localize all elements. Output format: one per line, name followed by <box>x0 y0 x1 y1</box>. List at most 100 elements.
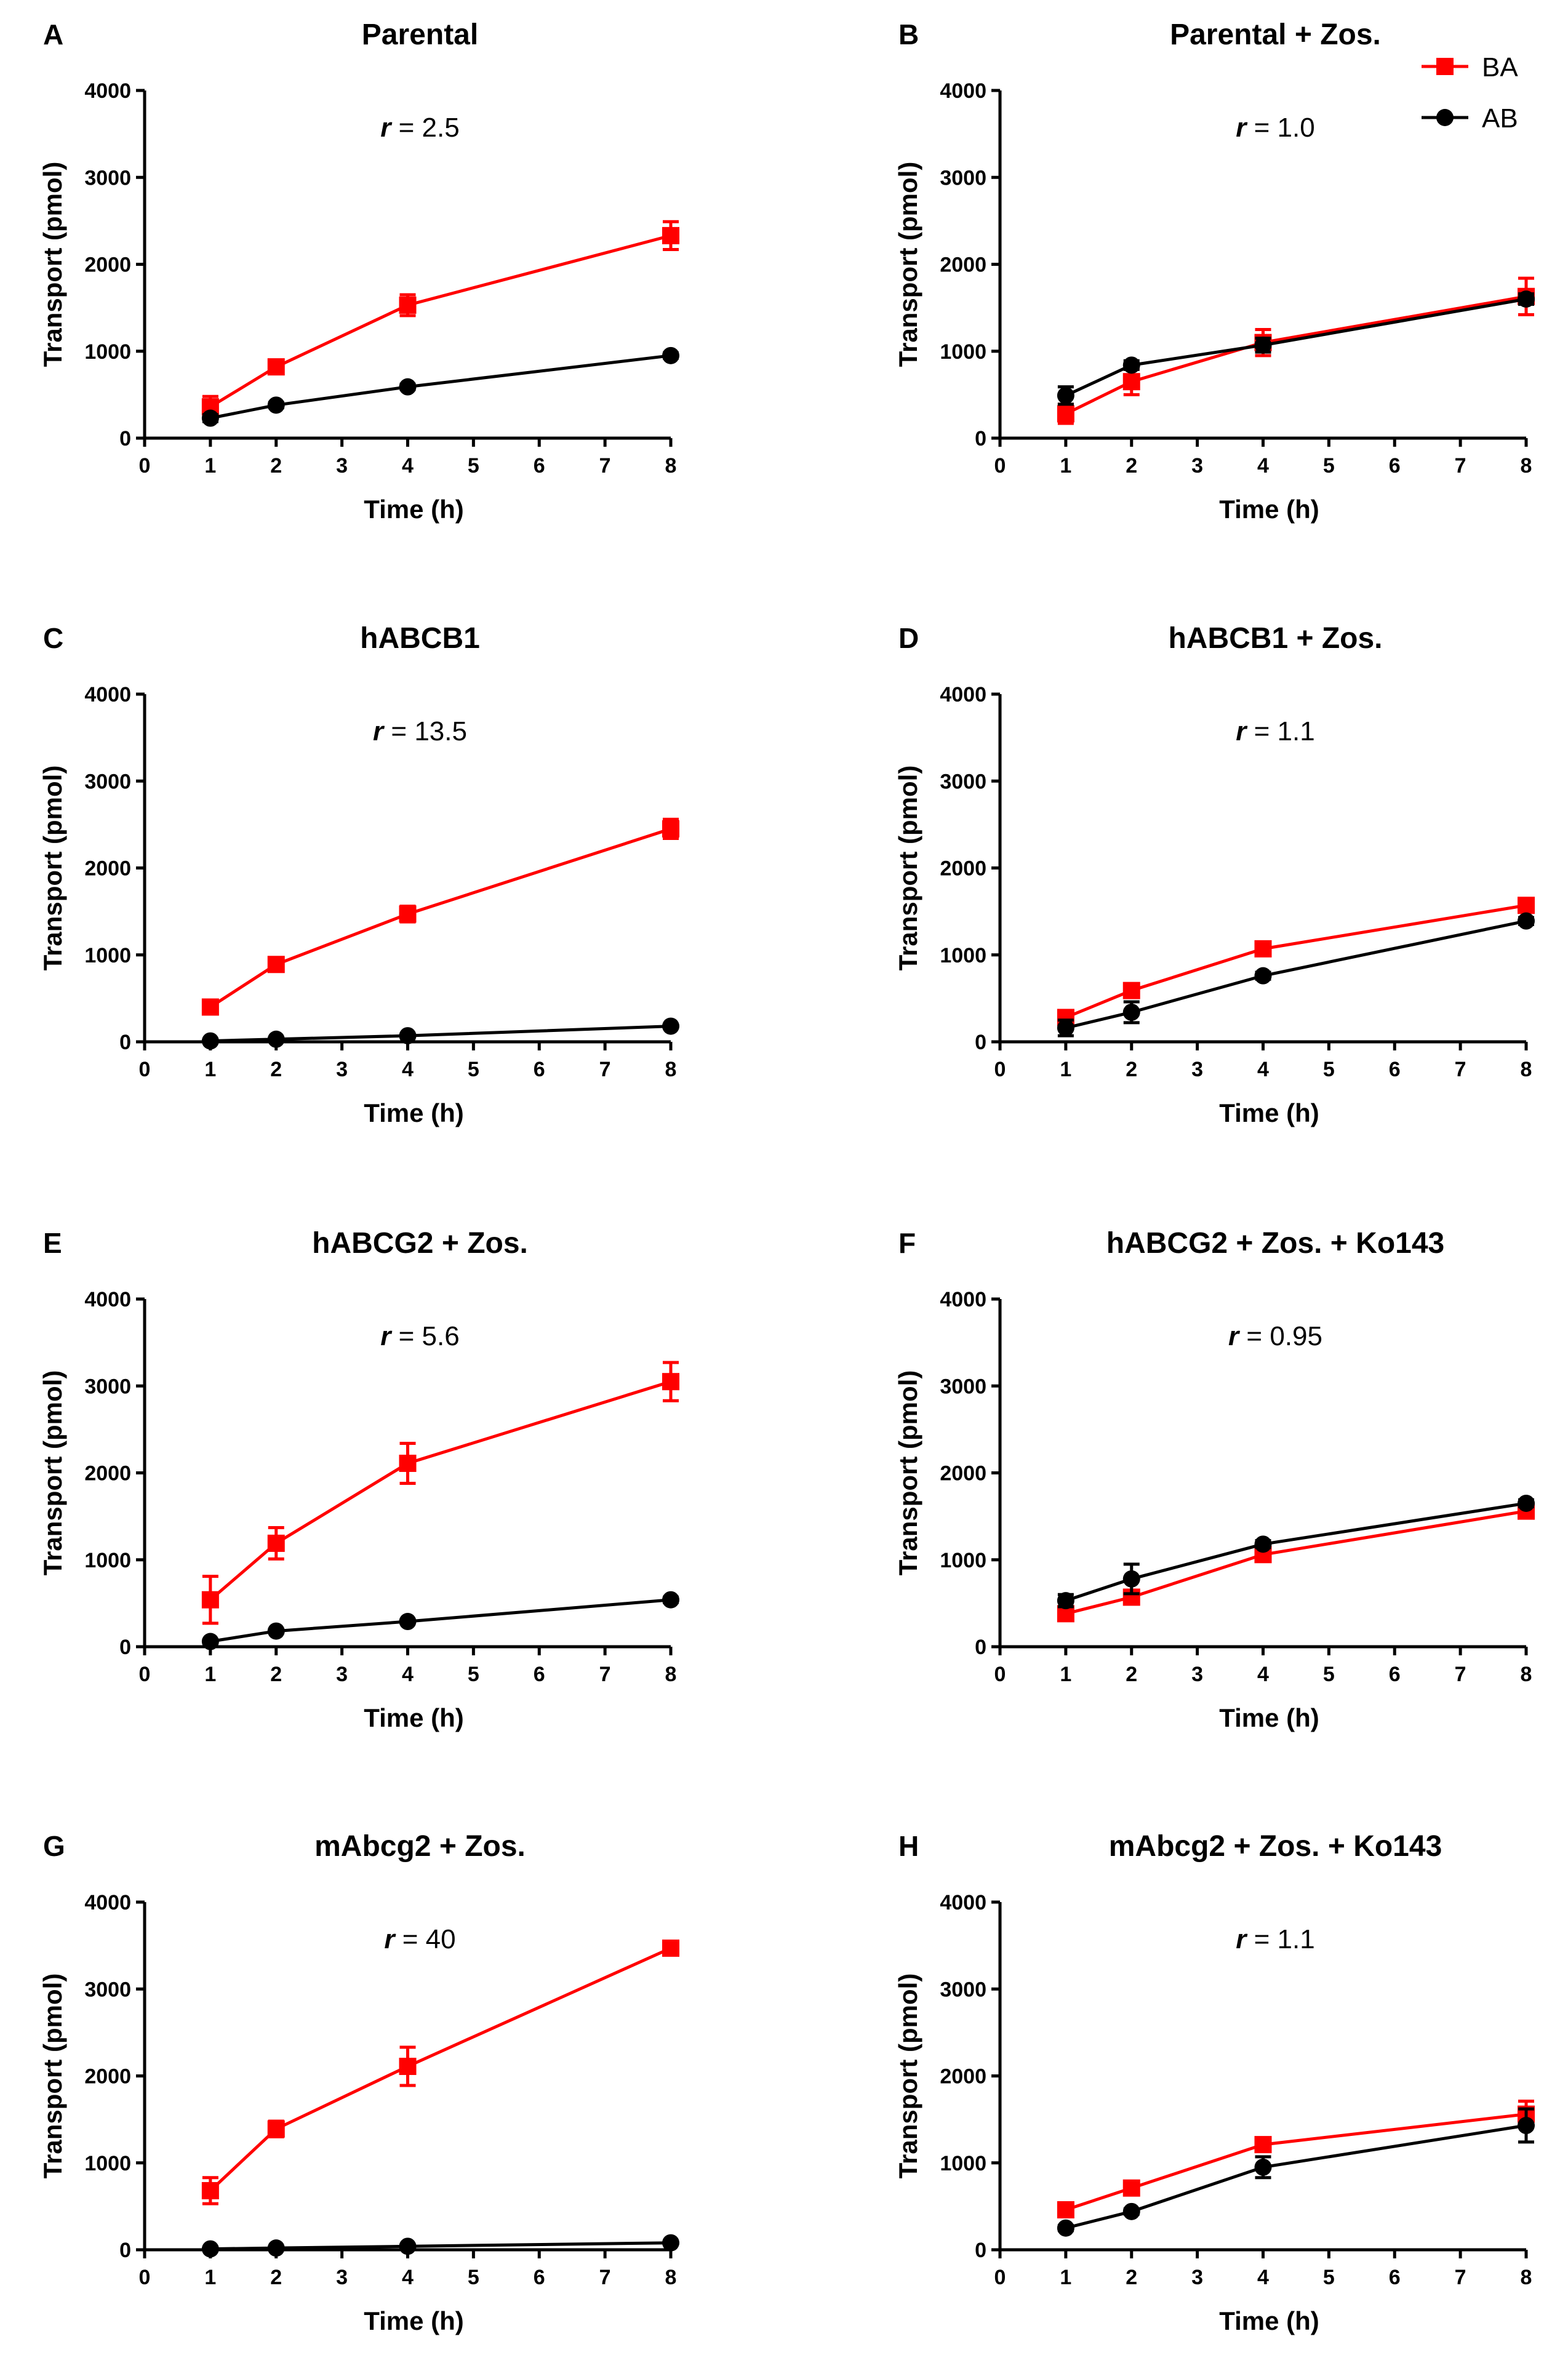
data-point-circle <box>399 2237 417 2255</box>
panel-letter: C <box>43 622 63 654</box>
x-tick-label: 6 <box>534 454 545 478</box>
y-axis-label: Transport (pmol) <box>38 1370 67 1576</box>
legend: BA AB <box>1422 52 1518 134</box>
data-point-circle <box>1254 967 1272 985</box>
data-point-circle <box>1254 1535 1272 1553</box>
data-point-circle <box>662 1017 679 1035</box>
x-tick-label: 3 <box>336 1058 348 1081</box>
ratio-value: = 1.0 <box>1246 113 1314 143</box>
data-point-square <box>1122 373 1140 391</box>
x-tick-label: 0 <box>994 1663 1006 1686</box>
x-tick-label: 3 <box>1191 2266 1203 2289</box>
x-axis-label: Time (h) <box>1219 2306 1319 2335</box>
data-point-square <box>267 956 285 974</box>
x-tick-label: 2 <box>270 2266 282 2289</box>
data-point-circle <box>1057 1592 1074 1610</box>
ratio-value: = 13.5 <box>383 716 467 746</box>
y-tick-label: 0 <box>119 427 131 450</box>
x-tick-label: 0 <box>994 1058 1006 1081</box>
legend-marker-square <box>1436 58 1454 75</box>
series-ba <box>201 1939 679 2205</box>
data-point-circle <box>1057 386 1074 404</box>
x-tick-label: 7 <box>1455 1058 1466 1081</box>
x-tick-label: 7 <box>599 1058 611 1081</box>
x-tick-label: 1 <box>1060 2266 1071 2289</box>
data-point-square <box>399 2057 417 2075</box>
ratio-symbol: r <box>1236 113 1248 143</box>
x-tick-label: 8 <box>1521 454 1532 478</box>
series-ab-line <box>1065 1501 1527 1602</box>
x-tick-label: 7 <box>599 2266 611 2289</box>
x-tick-label: 5 <box>468 2266 479 2289</box>
panel-title: hABCG2 + Zos. <box>312 1227 528 1260</box>
series-ab <box>1057 1494 1535 1610</box>
x-tick-label: 1 <box>204 454 216 478</box>
data-point-circle <box>1057 2219 1074 2237</box>
data-point-circle <box>1122 356 1140 374</box>
data-point-square <box>399 296 417 314</box>
data-point-circle <box>1518 1494 1535 1512</box>
x-tick-label: 2 <box>270 1663 282 1686</box>
data-point-square <box>1254 940 1272 958</box>
ratio-value: = 40 <box>395 1924 456 1954</box>
data-point-circle <box>1518 912 1535 930</box>
y-tick-label: 4000 <box>84 1891 131 1914</box>
x-tick-label: 1 <box>204 1663 216 1686</box>
x-tick-label: 3 <box>1191 1663 1203 1686</box>
x-tick-label: 2 <box>1126 2266 1137 2289</box>
y-tick-label: 4000 <box>940 79 986 103</box>
x-tick-label: 0 <box>139 1663 151 1686</box>
x-axis-label: Time (h) <box>364 1098 464 1127</box>
ratio-value: = 1.1 <box>1246 1924 1314 1954</box>
x-tick-label: 5 <box>1323 454 1335 478</box>
y-tick-label: 0 <box>975 1031 986 1054</box>
x-tick-label: 1 <box>1060 454 1071 478</box>
data-point-square <box>201 998 219 1016</box>
x-tick-label: 8 <box>1521 2266 1532 2289</box>
y-tick-label: 1000 <box>940 1549 986 1572</box>
x-axis-label: Time (h) <box>1219 495 1319 524</box>
x-tick-label: 3 <box>336 454 348 478</box>
x-tick-label: 4 <box>402 1663 414 1686</box>
data-point-circle <box>201 409 219 427</box>
data-point-circle <box>1254 336 1272 354</box>
x-axis-label: Time (h) <box>1219 1703 1319 1732</box>
y-tick-label: 1000 <box>940 340 986 364</box>
y-tick-label: 1000 <box>84 1549 131 1572</box>
panel-title: mAbcg2 + Zos. <box>314 1830 526 1863</box>
series-ab <box>1057 2107 1535 2237</box>
series-ba <box>1057 2099 1535 2219</box>
data-point-square <box>662 1939 679 1957</box>
data-point-circle <box>399 1027 417 1045</box>
x-axis-label: Time (h) <box>364 2306 464 2335</box>
x-tick-label: 3 <box>336 1663 348 1686</box>
data-point-circle <box>267 2239 285 2257</box>
x-tick-label: 7 <box>1455 1663 1466 1686</box>
y-axis-label: Transport (pmol) <box>894 766 922 971</box>
x-tick-label: 5 <box>1323 1663 1335 1686</box>
data-point-square <box>1122 982 1140 999</box>
x-tick-label: 4 <box>402 2266 414 2289</box>
data-point-circle <box>1122 2202 1140 2220</box>
ratio-annotation: r = 13.5 <box>373 716 467 746</box>
series-ab-line <box>210 2241 671 2251</box>
x-tick-label: 4 <box>1257 1058 1269 1081</box>
data-point-circle <box>399 1613 417 1631</box>
x-tick-label: 6 <box>1389 454 1401 478</box>
series-ba-line <box>209 1380 671 1601</box>
y-axis-label: Transport (pmol) <box>38 162 67 367</box>
x-tick-label: 2 <box>270 1058 282 1081</box>
panel-letter: G <box>43 1830 65 1862</box>
series-ba <box>201 817 679 1016</box>
ratio-annotation: r = 2.5 <box>380 113 459 143</box>
legend-label: AB <box>1482 103 1518 134</box>
x-tick-label: 4 <box>1257 2266 1269 2289</box>
data-point-circle <box>662 346 679 364</box>
